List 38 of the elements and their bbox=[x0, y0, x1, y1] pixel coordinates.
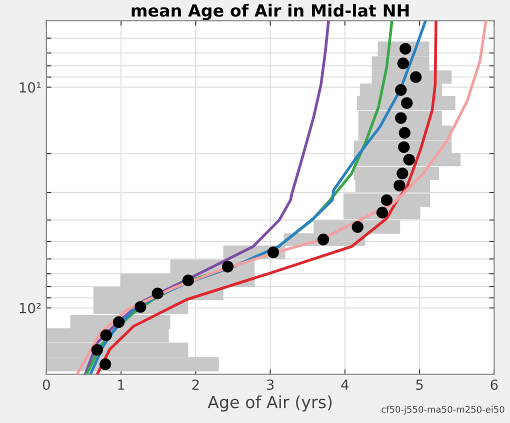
line-series bbox=[84, 20, 330, 374]
point bbox=[394, 180, 406, 192]
x-tick-label: 3 bbox=[266, 379, 274, 390]
point bbox=[397, 58, 409, 70]
text: cf50-j550-ma50-m250-ei50 bbox=[382, 406, 504, 415]
point bbox=[222, 260, 234, 272]
point bbox=[91, 344, 104, 356]
point bbox=[112, 316, 125, 328]
line-series bbox=[76, 20, 488, 374]
point bbox=[395, 84, 407, 96]
point bbox=[182, 274, 194, 286]
point bbox=[376, 206, 388, 218]
y-tick-label: 10¹ bbox=[20, 82, 41, 93]
x-tick-label: 6 bbox=[490, 379, 498, 390]
point bbox=[403, 154, 415, 166]
point bbox=[352, 221, 364, 233]
point bbox=[410, 71, 422, 83]
point bbox=[400, 42, 412, 55]
x-axis-title: Age of Air (yrs) bbox=[208, 395, 332, 412]
x-tick-label: 5 bbox=[416, 380, 423, 390]
point bbox=[398, 126, 410, 139]
x-tick-label: 1 bbox=[118, 380, 124, 390]
point bbox=[134, 301, 146, 313]
point bbox=[380, 194, 393, 206]
point bbox=[401, 97, 413, 109]
point bbox=[267, 246, 280, 258]
point bbox=[396, 168, 408, 180]
point bbox=[100, 358, 112, 370]
point bbox=[398, 141, 410, 154]
point bbox=[100, 329, 112, 342]
y-tick-label: 10² bbox=[20, 302, 41, 314]
x-tick-label: 4 bbox=[341, 380, 349, 390]
point bbox=[395, 112, 407, 124]
chart-title: mean Age of Air in Mid-lat NH bbox=[132, 4, 409, 20]
x-tick-label: 2 bbox=[192, 379, 199, 390]
x-tick-label: 0 bbox=[42, 379, 50, 390]
point bbox=[317, 234, 330, 246]
point bbox=[152, 288, 164, 300]
